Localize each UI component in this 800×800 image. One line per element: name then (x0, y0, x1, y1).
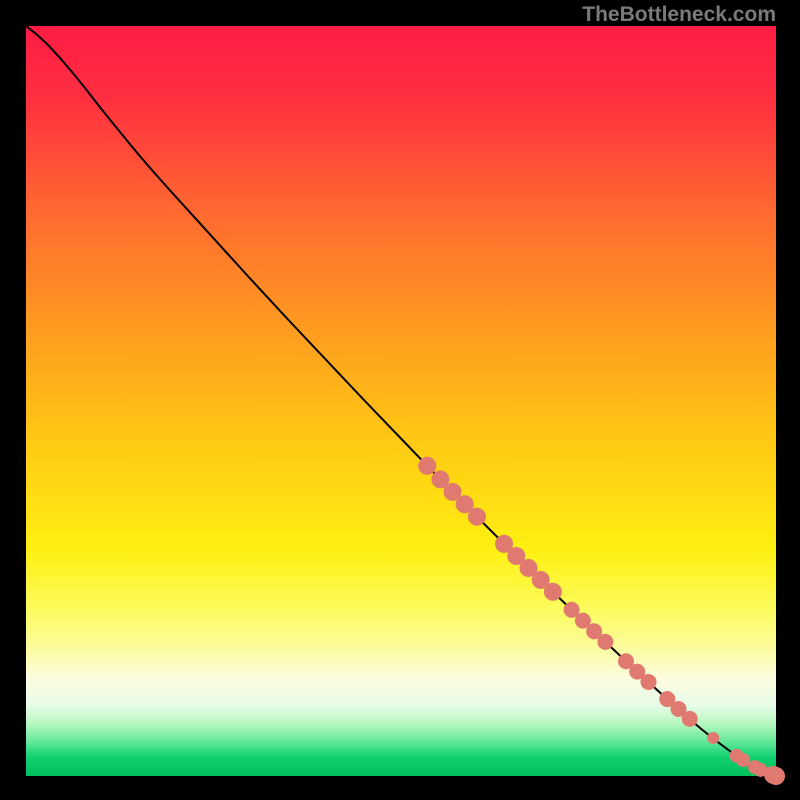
data-point-marker (468, 508, 486, 526)
data-point-marker (767, 767, 785, 785)
canvas: TheBottleneck.com (0, 0, 800, 800)
curve-layer (26, 26, 776, 776)
data-point-marker (418, 457, 436, 475)
data-point-marker (544, 583, 562, 601)
data-point-marker (641, 674, 657, 690)
data-point-marker (736, 753, 750, 767)
data-point-marker (597, 634, 613, 650)
marker-group (418, 457, 785, 785)
bottleneck-curve (26, 26, 776, 776)
data-point-marker (707, 732, 719, 744)
watermark-text: TheBottleneck.com (582, 3, 776, 27)
data-point-marker (682, 711, 698, 727)
plot-area (26, 26, 776, 776)
